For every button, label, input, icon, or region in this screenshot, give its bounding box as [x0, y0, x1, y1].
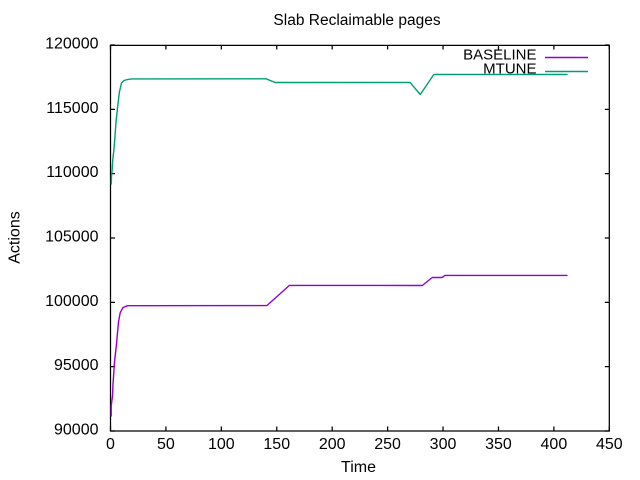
svg-text:Actions: Actions	[7, 211, 24, 263]
svg-text:Time: Time	[341, 459, 376, 476]
svg-text:90000: 90000	[54, 422, 99, 439]
svg-text:450: 450	[596, 436, 623, 453]
svg-text:300: 300	[430, 436, 457, 453]
svg-text:200: 200	[319, 436, 346, 453]
svg-text:400: 400	[541, 436, 568, 453]
svg-text:50: 50	[157, 436, 175, 453]
svg-text:100: 100	[208, 436, 235, 453]
svg-text:150: 150	[263, 436, 290, 453]
svg-text:110000: 110000	[46, 164, 98, 181]
svg-text:100000: 100000	[45, 293, 98, 310]
svg-text:BASELINE: BASELINE	[463, 47, 536, 64]
svg-text:105000: 105000	[45, 229, 98, 246]
svg-text:350: 350	[485, 436, 512, 453]
svg-text:MTUNE: MTUNE	[483, 61, 536, 78]
svg-text:120000: 120000	[45, 36, 98, 53]
svg-text:95000: 95000	[54, 357, 99, 374]
svg-text:115000: 115000	[46, 100, 98, 117]
svg-text:250: 250	[374, 436, 401, 453]
svg-text:0: 0	[106, 436, 115, 453]
svg-text:Slab Reclaimable pages: Slab Reclaimable pages	[273, 12, 440, 29]
